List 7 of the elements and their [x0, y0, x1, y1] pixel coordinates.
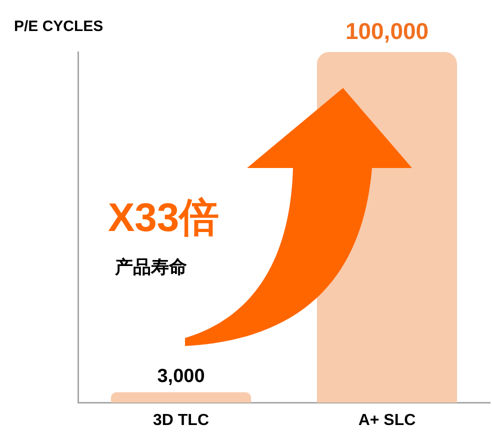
- y-axis-title: P/E CYCLES: [14, 18, 104, 36]
- x-tick-label: A+ SLC: [358, 412, 416, 429]
- annotation: 产品寿命: [114, 256, 187, 277]
- annotation: X33倍: [108, 196, 220, 240]
- data-label: 100,000: [345, 18, 429, 44]
- data-label: 3,000: [157, 366, 205, 388]
- x-tick-label: 3D TLC: [153, 412, 210, 429]
